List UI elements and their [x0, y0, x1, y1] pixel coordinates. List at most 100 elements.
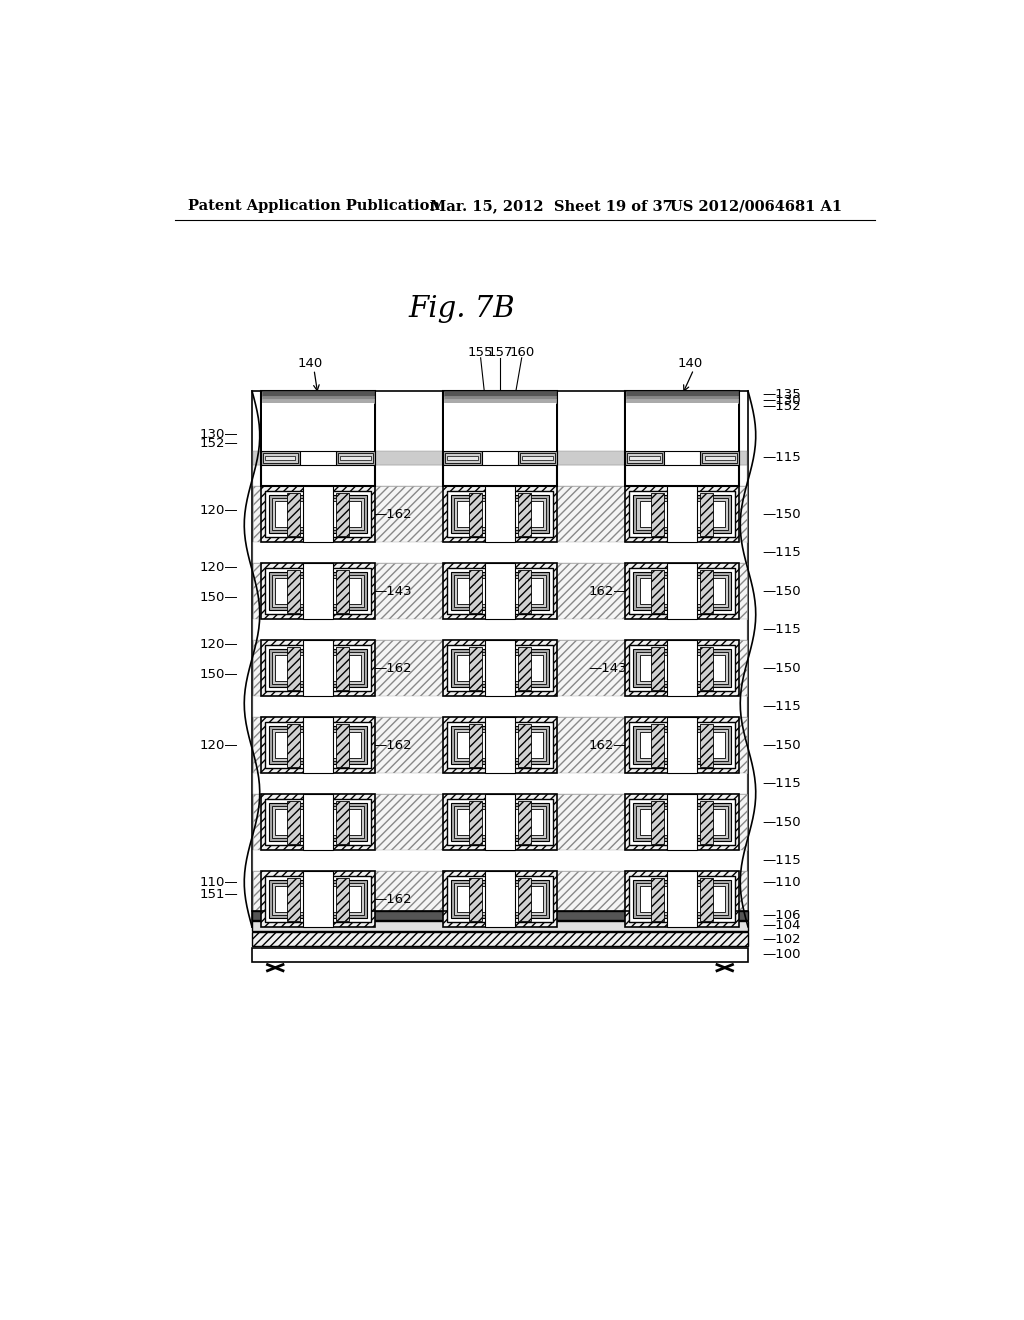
Bar — [272, 883, 364, 915]
Bar — [485, 487, 515, 543]
Bar — [447, 876, 553, 923]
Bar — [636, 498, 728, 531]
Bar — [518, 878, 531, 921]
Bar — [485, 718, 515, 774]
Bar — [458, 502, 543, 527]
Bar — [625, 564, 739, 619]
Bar — [442, 564, 557, 619]
Bar — [253, 774, 748, 795]
Bar — [627, 400, 738, 404]
Text: 155: 155 — [468, 346, 494, 359]
Bar — [455, 883, 546, 915]
Text: —110: —110 — [762, 876, 801, 890]
Bar — [272, 807, 364, 838]
Bar — [269, 649, 367, 688]
Bar — [633, 572, 731, 610]
Bar — [636, 729, 728, 762]
Bar — [633, 726, 731, 764]
Bar — [275, 809, 360, 836]
Bar — [269, 880, 367, 919]
Bar — [287, 800, 300, 843]
Bar — [444, 400, 556, 404]
Bar — [287, 878, 300, 921]
Bar — [253, 871, 748, 927]
Bar — [340, 455, 371, 461]
Bar — [640, 502, 725, 527]
Bar — [700, 451, 739, 465]
Bar — [444, 404, 556, 453]
Bar — [640, 578, 725, 605]
Bar — [455, 807, 546, 838]
Bar — [627, 404, 738, 453]
Text: 162—: 162— — [589, 739, 627, 751]
Bar — [640, 655, 725, 681]
Bar — [705, 455, 735, 461]
Bar — [627, 453, 662, 462]
Bar — [442, 871, 557, 927]
Bar — [625, 451, 665, 465]
Bar — [522, 455, 553, 461]
Bar — [272, 729, 364, 762]
Text: 157: 157 — [487, 346, 513, 359]
Text: —162: —162 — [373, 739, 412, 751]
Bar — [518, 570, 531, 612]
Bar — [444, 391, 556, 396]
Text: 120—: 120— — [200, 638, 238, 651]
Text: —135: —135 — [762, 388, 801, 400]
Bar — [287, 492, 300, 536]
Bar — [303, 718, 333, 774]
Bar — [455, 498, 546, 531]
Bar — [303, 640, 333, 696]
Text: 162—: 162— — [589, 585, 627, 598]
Text: —152: —152 — [762, 400, 801, 413]
Bar — [253, 564, 748, 619]
Bar — [518, 492, 531, 536]
Bar — [630, 568, 735, 614]
Bar — [485, 795, 515, 850]
Bar — [518, 451, 557, 465]
Bar — [442, 718, 557, 774]
Bar — [272, 498, 364, 531]
Bar — [253, 850, 748, 871]
Text: —115: —115 — [762, 451, 801, 465]
Bar — [700, 723, 713, 767]
Bar — [336, 800, 349, 843]
Bar — [702, 453, 737, 462]
Bar — [636, 807, 728, 838]
Bar — [700, 800, 713, 843]
Text: 120—: 120— — [200, 561, 238, 574]
Bar — [458, 809, 543, 836]
Bar — [651, 723, 665, 767]
Bar — [627, 396, 738, 400]
Bar — [336, 570, 349, 612]
Bar — [520, 453, 555, 462]
Bar — [265, 568, 371, 614]
Bar — [269, 803, 367, 841]
Bar — [252, 948, 748, 961]
Bar — [518, 723, 531, 767]
Bar — [265, 722, 371, 768]
Text: —115: —115 — [762, 700, 801, 713]
Bar — [252, 932, 748, 946]
Bar — [668, 564, 697, 619]
Bar — [458, 733, 543, 758]
Bar — [252, 391, 748, 927]
Bar — [700, 878, 713, 921]
Bar — [444, 396, 556, 400]
Text: Patent Application Publication: Patent Application Publication — [188, 199, 440, 213]
Bar — [447, 799, 553, 845]
Bar — [287, 570, 300, 612]
Bar — [253, 487, 748, 543]
Text: —130: —130 — [762, 393, 801, 407]
Bar — [452, 726, 549, 764]
Bar — [482, 451, 518, 465]
Bar — [260, 640, 375, 696]
Text: —115: —115 — [762, 777, 801, 791]
Bar — [253, 619, 748, 640]
Bar — [262, 404, 374, 453]
Bar — [469, 878, 482, 921]
Bar — [630, 799, 735, 845]
Bar — [265, 645, 371, 692]
Bar — [252, 911, 748, 920]
Bar — [262, 391, 374, 396]
